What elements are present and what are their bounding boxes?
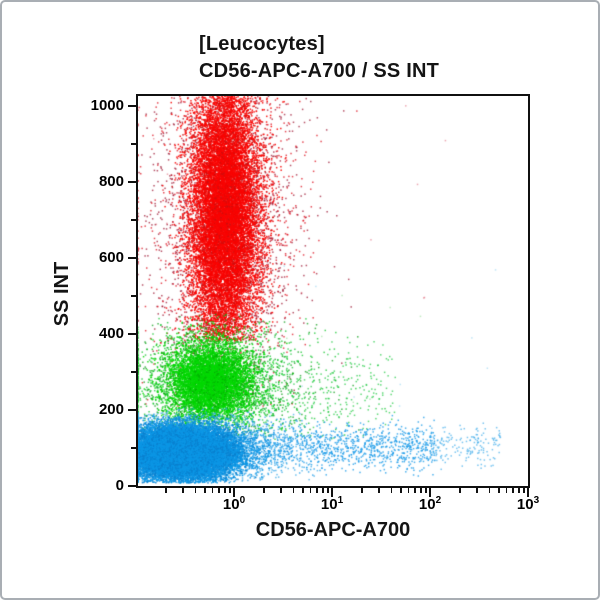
x-minor-tick <box>425 488 427 493</box>
plot-title-block: [Leucocytes] CD56-APC-A700 / SS INT <box>199 31 439 85</box>
x-minor-tick <box>292 488 295 493</box>
x-minor-tick <box>488 488 490 493</box>
x-tick-label: 102 <box>418 495 442 514</box>
x-minor-tick <box>414 488 416 493</box>
y-minor-tick <box>131 142 136 145</box>
x-major-tick <box>527 488 529 497</box>
y-major-tick <box>128 256 136 259</box>
x-minor-tick <box>378 488 380 493</box>
x-minor-tick <box>476 488 478 493</box>
x-minor-tick <box>361 488 363 493</box>
x-minor-tick <box>505 488 508 493</box>
x-minor-tick <box>165 488 167 493</box>
x-minor-tick <box>309 488 312 493</box>
x-major-tick <box>429 488 431 497</box>
y-major-tick <box>128 408 136 411</box>
x-minor-tick <box>316 488 318 493</box>
y-tick-label: 1000 <box>90 96 124 114</box>
y-minor-tick <box>131 446 136 449</box>
x-minor-tick <box>218 488 220 493</box>
x-minor-tick <box>523 488 525 493</box>
y-tick-label: 800 <box>98 172 124 190</box>
x-axis-label: CD56-APC-A700 <box>255 519 411 541</box>
y-tick-label: 600 <box>98 248 124 266</box>
x-minor-tick <box>280 488 282 493</box>
x-minor-tick <box>327 488 329 493</box>
y-tick-label: 0 <box>115 477 124 494</box>
x-minor-tick <box>512 488 514 493</box>
gate-title: [Leucocytes] <box>199 33 325 55</box>
x-minor-tick <box>498 488 500 493</box>
x-minor-tick <box>400 488 402 493</box>
x-tick-label: 100 <box>222 495 246 514</box>
x-minor-tick <box>322 488 324 493</box>
y-major-tick <box>128 180 136 183</box>
x-minor-tick <box>224 488 226 493</box>
y-minor-tick <box>131 294 136 297</box>
y-major-tick <box>128 332 136 335</box>
parameters-title: CD56-APC-A700 / SS INT <box>199 60 440 82</box>
y-axis-label: SS INT <box>51 261 73 327</box>
x-minor-tick <box>194 488 197 493</box>
x-tick-label: 103 <box>516 495 540 514</box>
x-minor-tick <box>459 488 461 493</box>
scatter-dot-canvas <box>138 96 528 486</box>
x-minor-tick <box>302 488 304 493</box>
x-major-tick <box>331 488 334 497</box>
x-minor-tick <box>518 488 520 493</box>
x-tick-label: 101 <box>320 495 344 514</box>
x-minor-tick <box>420 488 422 493</box>
x-minor-tick <box>204 488 206 493</box>
x-minor-tick <box>390 488 393 493</box>
x-minor-tick <box>263 488 265 493</box>
y-tick-label: 200 <box>98 400 124 418</box>
y-major-tick <box>128 104 136 107</box>
x-major-tick <box>233 488 236 497</box>
x-minor-tick <box>229 488 231 493</box>
x-minor-tick <box>407 488 410 493</box>
x-minor-tick <box>211 488 214 493</box>
y-minor-tick <box>131 218 136 221</box>
x-minor-tick <box>182 488 184 493</box>
y-minor-tick <box>131 370 136 373</box>
y-tick-label: 400 <box>98 324 124 342</box>
y-major-tick <box>128 485 136 487</box>
